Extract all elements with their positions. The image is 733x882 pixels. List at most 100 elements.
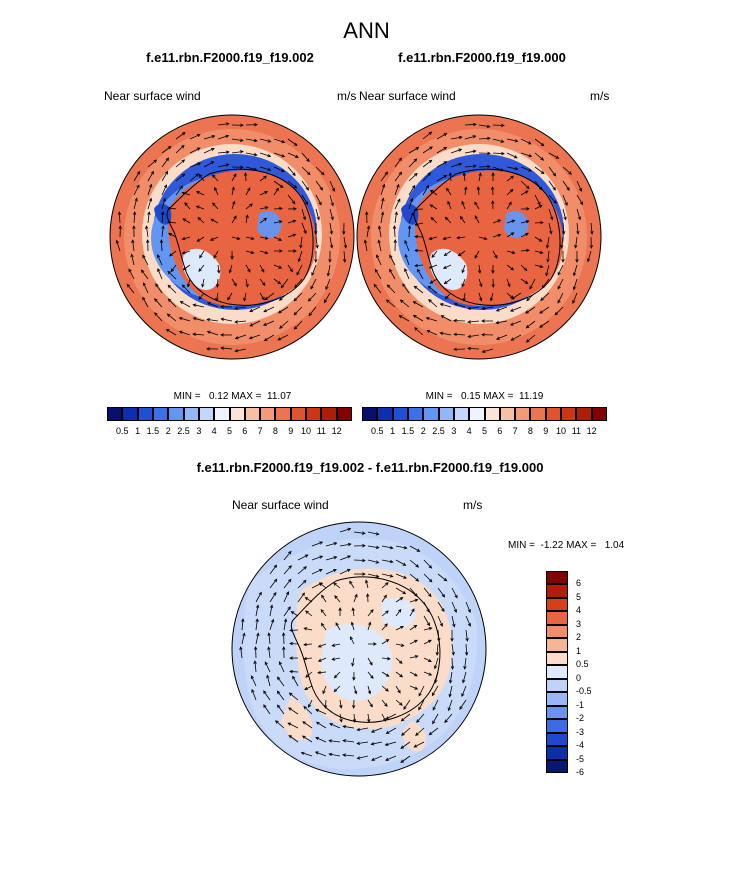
- wind-arrow-head: [132, 225, 136, 229]
- wind-arrow: [590, 222, 593, 234]
- colorbar-swatch: [561, 407, 577, 421]
- wind-arrow-head: [375, 532, 380, 536]
- wind-arrow: [506, 264, 514, 271]
- colorbar-swatch: [546, 624, 568, 639]
- colorbar-tick-label: 2.5: [432, 426, 445, 436]
- wind-arrow: [278, 306, 289, 314]
- wind-arrow: [526, 334, 536, 343]
- wind-arrow: [402, 283, 410, 294]
- wind-arrow: [235, 334, 247, 339]
- wind-arrow-head: [397, 689, 401, 694]
- wind-arrow-head: [369, 703, 373, 708]
- wind-arrow: [353, 685, 357, 694]
- wind-arrow-head: [240, 123, 244, 127]
- wind-arrow: [557, 292, 564, 304]
- wind-arrow-head: [459, 706, 463, 710]
- wind-arrow-head: [467, 334, 472, 339]
- wind-arrow: [329, 180, 335, 192]
- wind-arrow-head: [181, 236, 186, 241]
- wind-arrow-head: [385, 716, 390, 720]
- wind-arrow-head: [215, 284, 220, 288]
- wind-arrow: [193, 333, 205, 336]
- wind-arrow-head: [407, 225, 412, 229]
- wind-arrow-head: [575, 259, 579, 263]
- wind-arrow-head: [428, 565, 433, 569]
- wind-arrow: [147, 159, 157, 168]
- wind-arrow-head: [377, 239, 381, 244]
- wind-arrow: [259, 175, 267, 182]
- wind-arrow-head: [428, 731, 433, 736]
- colorbar-tick-label: -0.5: [576, 686, 592, 697]
- wind-arrow: [534, 250, 543, 254]
- wind-arrow: [381, 573, 393, 577]
- wind-arrow: [308, 292, 317, 302]
- colorbar-tick-label: 1: [576, 645, 582, 656]
- wind-arrow: [339, 528, 351, 533]
- wind-arrow: [429, 727, 439, 736]
- wind-arrow: [221, 347, 233, 350]
- wind-arrow: [315, 208, 320, 220]
- wind-arrow-head: [392, 225, 397, 229]
- wind-arrow-head: [398, 315, 403, 319]
- wind-arrow-head: [487, 164, 491, 169]
- wind-arrow: [187, 278, 191, 287]
- wind-arrow-head: [430, 216, 435, 221]
- wind-arrow: [264, 334, 275, 341]
- wind-arrow-head: [264, 191, 269, 195]
- wind-arrow-head: [267, 167, 272, 172]
- colorbar-swatch: [198, 407, 215, 421]
- diff-units-label: m/s: [463, 498, 483, 512]
- wind-arrow-head: [178, 330, 183, 334]
- wind-arrow: [409, 545, 420, 552]
- wind-arrow-head: [429, 146, 433, 150]
- colorbar-swatch: [275, 407, 291, 421]
- wind-arrow: [329, 222, 333, 234]
- wind-arrow: [385, 713, 397, 720]
- panel2-units-label: m/s: [590, 89, 610, 103]
- wind-arrow-head: [467, 306, 472, 310]
- wind-arrow: [534, 264, 543, 268]
- wind-arrow: [414, 250, 424, 252]
- wind-arrow-head: [467, 623, 471, 627]
- wind-arrow: [212, 202, 219, 210]
- wind-arrow-head: [181, 173, 186, 178]
- wind-arrow-head: [434, 679, 438, 684]
- wind-arrow: [451, 587, 458, 598]
- wind-arrow-head: [306, 171, 311, 176]
- wind-arrow: [428, 299, 438, 308]
- wind-arrow: [301, 180, 309, 191]
- wind-arrow: [534, 204, 543, 210]
- wind-arrow-head: [525, 310, 529, 314]
- wind-arrow-head: [451, 651, 455, 656]
- panel1-stats: MIN = 0.12 MAX = 11.07: [173, 391, 292, 402]
- wind-arrow: [301, 152, 310, 162]
- wind-arrow-head: [458, 148, 463, 152]
- wind-arrow-head: [220, 317, 225, 322]
- panel1-title: f.e11.rbn.F2000.f19_f19.002: [146, 50, 314, 65]
- wind-arrow: [231, 201, 235, 210]
- wind-arrow: [453, 333, 466, 336]
- wind-arrow-head: [167, 220, 172, 225]
- wind-arrow: [510, 306, 522, 312]
- wind-arrow-head: [400, 745, 405, 749]
- wind-arrow-head: [233, 282, 237, 287]
- wind-arrow-head: [329, 244, 334, 249]
- wind-arrow-head: [568, 171, 573, 175]
- wind-arrow-head: [303, 705, 307, 710]
- wind-arrow: [315, 180, 323, 191]
- wind-arrow-head: [249, 203, 253, 207]
- wind-arrow-head: [255, 618, 259, 623]
- wind-arrow-head: [375, 560, 380, 564]
- wind-arrow-head: [234, 336, 239, 340]
- wind-arrow: [277, 690, 285, 701]
- wind-arrow-head: [453, 332, 457, 337]
- wind-arrow-head: [199, 254, 203, 259]
- wind-arrow-head: [253, 660, 257, 665]
- wind-arrow-head: [281, 154, 286, 158]
- colorbar-tick-label: 1: [135, 426, 141, 436]
- wind-arrow-head: [319, 555, 324, 559]
- wind-arrow: [380, 171, 388, 182]
- panel1-units-label: m/s: [337, 89, 357, 103]
- wind-arrow-head: [557, 299, 561, 304]
- wind-arrow: [422, 172, 431, 182]
